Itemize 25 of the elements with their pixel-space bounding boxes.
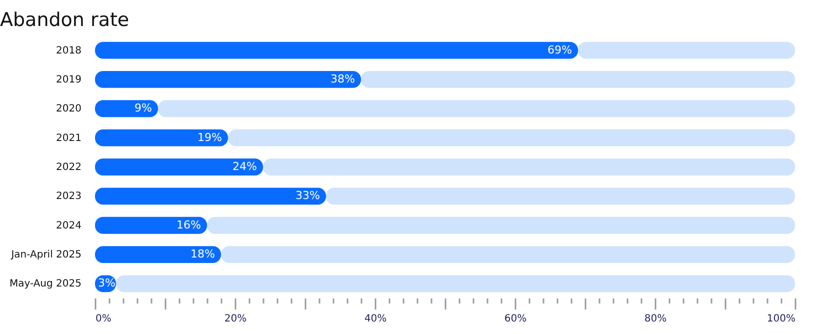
data-label: 24%	[232, 160, 257, 173]
y-tick-label: May-Aug 2025	[9, 278, 82, 290]
x-tick-label: 60%	[504, 314, 527, 324]
x-tick-label: 0%	[96, 314, 112, 324]
x-tick-label: 20%	[224, 314, 247, 324]
y-tick-label: 2018	[56, 45, 82, 56]
x-tick-label: 80%	[644, 314, 667, 324]
chart-title: Abandon rate	[0, 9, 130, 31]
data-label: 18%	[190, 248, 215, 261]
y-tick-label: 2019	[56, 74, 82, 86]
data-label: 69%	[548, 43, 572, 56]
data-label: 16%	[176, 218, 201, 232]
data-label: 19%	[198, 130, 222, 144]
x-tick-label: 100%	[766, 314, 796, 324]
data-label: 33%	[296, 189, 320, 202]
y-tick-label: 2021	[56, 132, 82, 144]
y-tick-label: Jan-April 2025	[10, 250, 82, 261]
y-tick-label: 2024	[56, 220, 82, 232]
y-tick-label: 2023	[56, 191, 82, 202]
data-label: 38%	[330, 72, 355, 86]
x-tick-label: 40%	[364, 314, 387, 324]
data-label: 9%	[134, 102, 152, 115]
y-tick-label: 2020	[56, 104, 82, 115]
y-tick-label: 2022	[56, 162, 82, 173]
data-label: 3%	[98, 276, 116, 290]
